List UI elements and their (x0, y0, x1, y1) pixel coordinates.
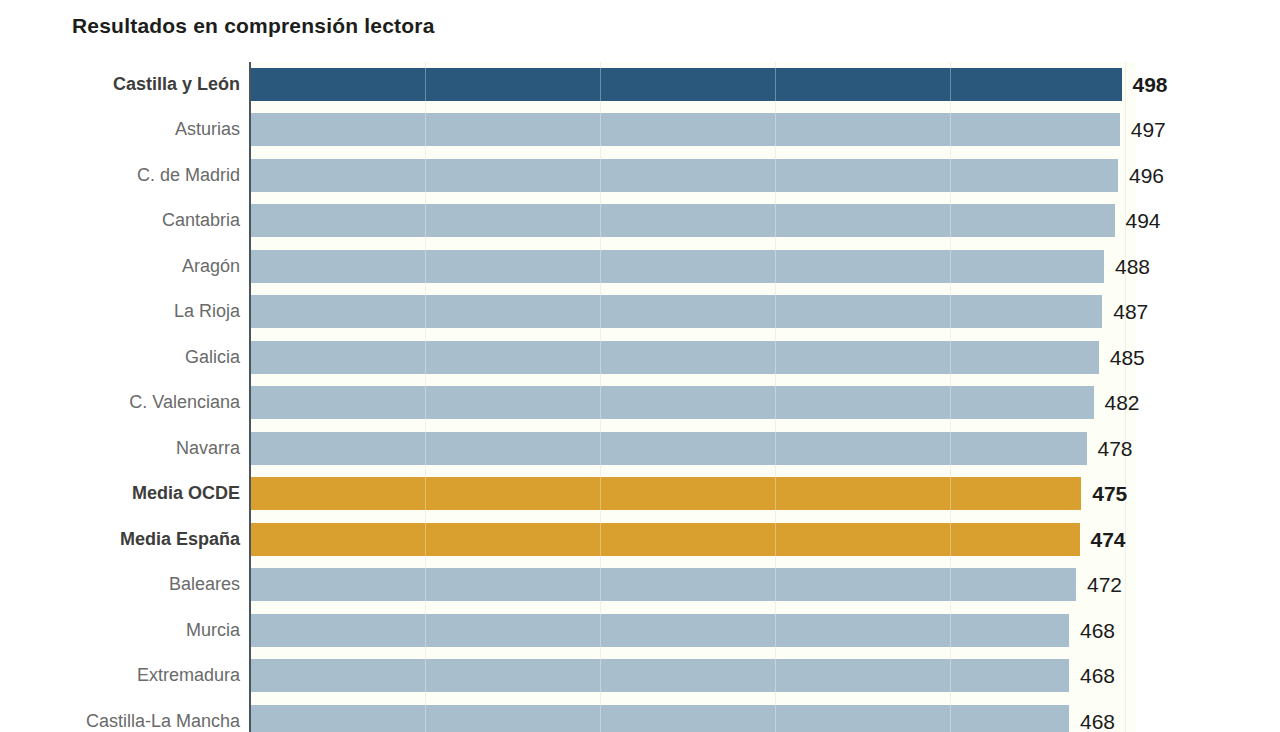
value-label: 468 (1080, 659, 1115, 692)
value-label: 497 (1131, 113, 1166, 146)
y-axis-line (249, 62, 251, 732)
value-label: 487 (1113, 295, 1148, 328)
bar (250, 614, 1069, 647)
category-label: Aragón (0, 250, 240, 283)
category-label: Cantabria (0, 204, 240, 237)
category-label: Navarra (0, 432, 240, 465)
category-label: Asturias (0, 113, 240, 146)
gridline-overlay-400 (950, 62, 951, 732)
bar (250, 568, 1076, 601)
category-label: Media OCDE (0, 477, 240, 510)
bar (250, 523, 1080, 556)
bar (250, 68, 1122, 101)
gridline-overlay-300 (775, 62, 776, 732)
bar (250, 705, 1069, 732)
category-label: C. de Madrid (0, 159, 240, 192)
bar (250, 477, 1081, 510)
gridline-overlay-200 (600, 62, 601, 732)
value-label: 474 (1091, 523, 1126, 556)
category-label: La Rioja (0, 295, 240, 328)
category-label: C. Valenciana (0, 386, 240, 419)
bar (250, 113, 1120, 146)
bar (250, 659, 1069, 692)
value-label: 472 (1087, 568, 1122, 601)
value-label: 482 (1105, 386, 1140, 419)
category-label: Galicia (0, 341, 240, 374)
value-label: 498 (1133, 68, 1168, 101)
bar (250, 250, 1104, 283)
category-label: Baleares (0, 568, 240, 601)
gridline-overlay-100 (425, 62, 426, 732)
value-label: 478 (1098, 432, 1133, 465)
category-label: Extremadura (0, 659, 240, 692)
category-label: Castilla-La Mancha (0, 705, 240, 732)
bar (250, 295, 1102, 328)
value-label: 494 (1126, 204, 1161, 237)
plot-area: Castilla y León 498 Asturias 497 C. de Madri… (0, 0, 1280, 732)
bar (250, 386, 1094, 419)
bar (250, 341, 1099, 374)
category-label: Media España (0, 523, 240, 556)
value-label: 496 (1129, 159, 1164, 192)
bar (250, 204, 1115, 237)
value-label: 475 (1092, 477, 1127, 510)
value-label: 485 (1110, 341, 1145, 374)
category-label: Castilla y León (0, 68, 240, 101)
category-label: Murcia (0, 614, 240, 647)
value-label: 488 (1115, 250, 1150, 283)
value-label: 468 (1080, 705, 1115, 732)
bar (250, 432, 1087, 465)
reading-results-chart: Resultados en comprensión lectora Castil… (0, 0, 1280, 732)
bar (250, 159, 1118, 192)
value-label: 468 (1080, 614, 1115, 647)
